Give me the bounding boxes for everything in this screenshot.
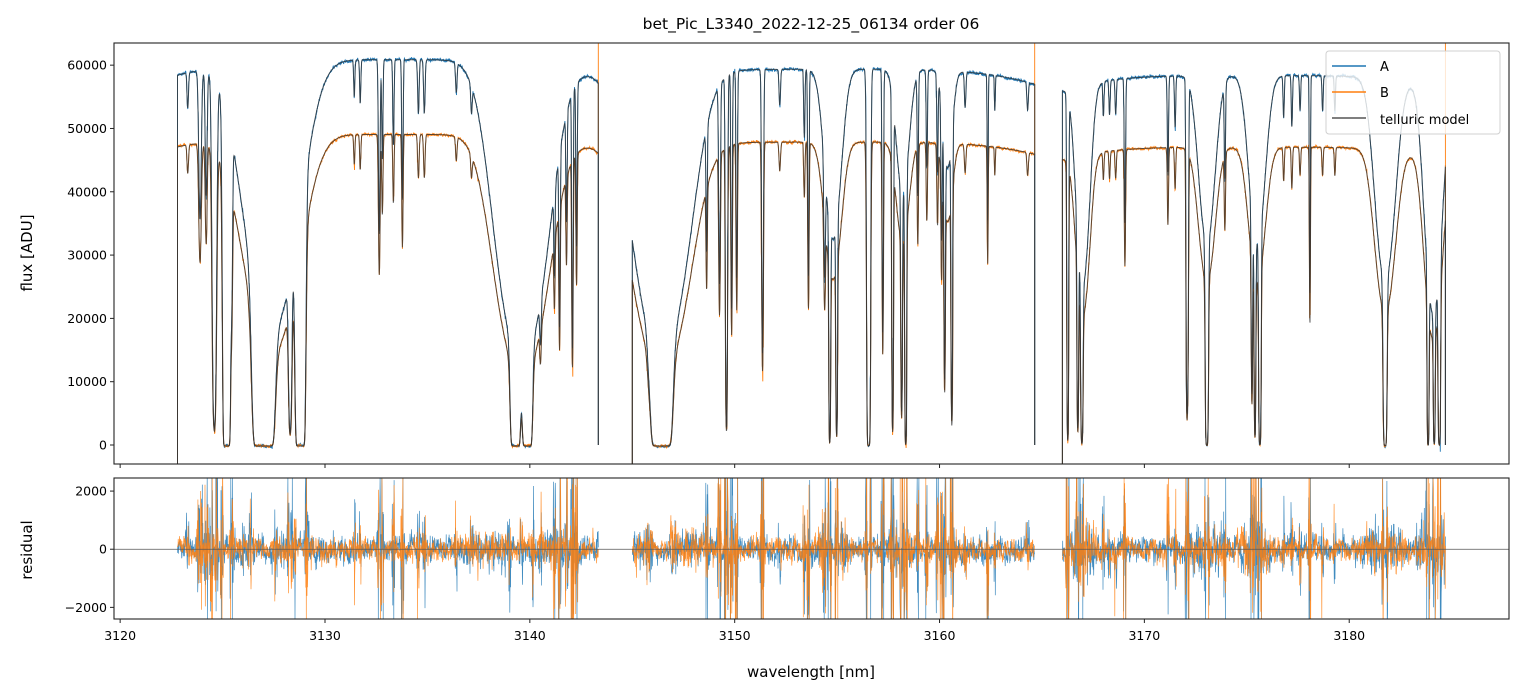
- legend-label-b: B: [1380, 86, 1389, 101]
- y-axis-label-flux: flux [ADU]: [18, 214, 36, 291]
- telluric-model-a-line: [177, 59, 599, 464]
- flux-axes-frame: [113, 42, 1510, 465]
- x-tick-label: 3150: [719, 628, 751, 643]
- flux-plot-area: [177, 43, 1446, 464]
- flux-y-tick-label: 10000: [67, 374, 107, 389]
- x-tick-label: 3180: [1333, 628, 1365, 643]
- series-b-line: [177, 43, 599, 464]
- legend-box: [1325, 50, 1501, 135]
- flux-y-tick-label: 0: [99, 438, 107, 453]
- residual-y-tick-label: 2000: [75, 484, 107, 499]
- x-tick-label: 3130: [309, 628, 341, 643]
- legend-label-telluric-model: telluric model: [1380, 113, 1469, 128]
- telluric-model-a-line: [631, 68, 1036, 464]
- series-b-line: [631, 43, 1036, 464]
- series-a-line: [177, 56, 599, 464]
- telluric-model-b-line: [177, 134, 599, 464]
- flux-y-tick-label: 60000: [67, 58, 107, 73]
- x-axis-label: wavelength [nm]: [747, 663, 875, 681]
- residual-axes-frame: [113, 477, 1510, 620]
- x-tick-label: 3160: [924, 628, 956, 643]
- residual-b-line: [631, 478, 1036, 619]
- residual-plot-area: [114, 478, 1509, 619]
- x-tick-label: 3140: [514, 628, 546, 643]
- residual-b-line: [177, 478, 599, 619]
- y-axis-label-residual: residual: [18, 520, 36, 579]
- flux-y-tick-label: 40000: [67, 184, 107, 199]
- x-tick-label: 3120: [104, 628, 136, 643]
- chart-title: bet_Pic_L3340_2022-12-25_06134 order 06: [643, 15, 980, 34]
- legend-label-a: A: [1380, 60, 1389, 75]
- residual-y-tick-label: −2000: [65, 600, 107, 615]
- telluric-model-b-line: [1061, 146, 1446, 464]
- axes: 3120 3130 3140 3150 3160 3170 3180010000200003…: [65, 42, 1510, 643]
- residual-b-line: [1062, 478, 1446, 619]
- flux-y-tick-label: 30000: [67, 248, 107, 263]
- residual-y-tick-label: 0: [99, 542, 107, 557]
- x-tick-label: 3170: [1128, 628, 1160, 643]
- legend: A B telluric model: [1325, 50, 1501, 135]
- flux-y-tick-label: 50000: [67, 121, 107, 136]
- telluric-model-b-line: [631, 141, 1036, 464]
- flux-y-tick-label: 20000: [67, 311, 107, 326]
